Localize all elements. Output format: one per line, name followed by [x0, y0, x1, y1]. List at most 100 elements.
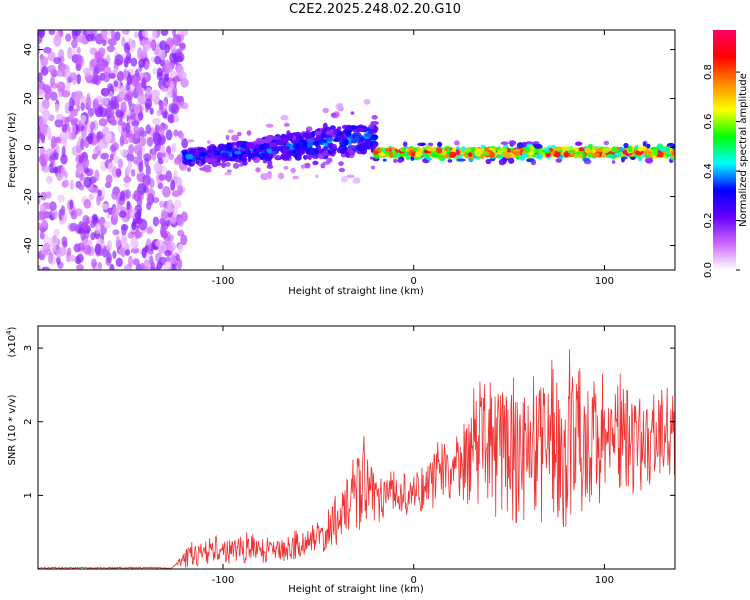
- spectrogram-cell: [154, 55, 161, 65]
- spectrogram-cell: [147, 192, 153, 202]
- spectrogram-cell: [107, 132, 112, 140]
- spectrogram-cell: [318, 139, 324, 143]
- spectrogram-cell: [348, 145, 356, 149]
- spectrogram-cell: [330, 130, 335, 138]
- spectrogram-cell: [558, 149, 563, 153]
- spectrogram-cell: [115, 257, 123, 267]
- spectrogram-cell: [47, 51, 56, 62]
- spectrogram-cell: [304, 154, 313, 159]
- spectrogram-cell: [285, 133, 294, 140]
- spectrogram-cell: [225, 161, 231, 167]
- spectrogram-cell: [166, 219, 171, 227]
- spectrogram-cell: [170, 179, 176, 191]
- snr-x-label: Height of straight line (km): [288, 584, 424, 595]
- spectrogram-cell: [287, 151, 294, 156]
- spectrogram-cell: [582, 157, 590, 162]
- spectrogram-cell: [76, 46, 81, 54]
- spectrogram-cell: [500, 141, 509, 145]
- spectrogram-cell: [188, 149, 196, 154]
- spectrogram-cell: [295, 143, 301, 150]
- spectrogram-cell: [130, 247, 140, 254]
- spectrogram-cell: [645, 157, 654, 164]
- spectrogram-cell: [105, 243, 113, 251]
- spectrogram-cell: [90, 220, 96, 228]
- spectrogram-cell: [264, 143, 270, 149]
- spectrogram-cell: [165, 129, 173, 141]
- spectrogram-cell: [94, 243, 102, 255]
- spectrogram-cell: [164, 261, 172, 270]
- spectrogram-cell: [103, 221, 112, 229]
- spectrogram-cell: [426, 157, 433, 161]
- chart-title: C2E2.2025.248.02.20.G10: [288, 2, 462, 17]
- spectrogram-cell: [41, 65, 49, 76]
- spectrogram-cell: [346, 174, 355, 179]
- spectrogram-cell: [208, 157, 217, 164]
- spectrogram-cell: [131, 221, 137, 231]
- spectrogram-cell: [115, 235, 120, 248]
- spectrogram-cell: [353, 136, 360, 142]
- spectrogram-cell: [74, 54, 83, 66]
- spectrogram-cell: [57, 194, 65, 203]
- spectrogram-cell: [164, 73, 169, 82]
- spectrogram-cell: [87, 239, 93, 246]
- spectrogram-cell: [69, 72, 78, 81]
- spectrogram-cell: [325, 130, 332, 135]
- spectrogram-cell: [405, 156, 411, 160]
- spectrogram-cell: [146, 227, 154, 235]
- spectrogram-cell: [138, 59, 146, 68]
- spectrogram-cell: [216, 161, 222, 166]
- spectrogram-cell: [595, 148, 603, 153]
- spectrogram-cell: [364, 133, 373, 138]
- spectrogram-cell: [404, 151, 409, 156]
- spectrogram-cell: [123, 68, 129, 79]
- spectrogram-panel: -100 0 100 -40 -20 0 20 40 Height of straight …: [7, 29, 676, 297]
- snr-series-line: [38, 349, 675, 569]
- spectrogram-cell: [113, 80, 118, 88]
- spectrogram-cell: [80, 115, 87, 123]
- spectrogram-cell: [304, 162, 311, 169]
- spectrogram-cell: [373, 144, 378, 148]
- spectrogram-cell: [120, 101, 127, 113]
- spectrogram-cell: [563, 150, 569, 158]
- spectrogram-cell: [384, 147, 390, 152]
- spectrogram-cell: [614, 152, 622, 157]
- spectrogram-cell: [488, 151, 496, 158]
- spectrogram-cell: [60, 153, 68, 165]
- spectrogram-cell: [52, 166, 59, 174]
- spectrogram-cell: [206, 149, 213, 154]
- spectrogram-cell: [365, 145, 373, 150]
- spectrogram-cell: [273, 136, 280, 141]
- y-tick-label: 40: [23, 43, 34, 56]
- spectrogram-cell: [152, 118, 160, 125]
- spectrogram-cell: [177, 243, 184, 254]
- spectrogram-cell: [111, 207, 120, 219]
- spectrogram-cell: [90, 232, 96, 241]
- spectrogram-cell: [263, 154, 270, 158]
- spectrogram-cell: [97, 61, 106, 72]
- spectrogram-cell: [44, 202, 51, 211]
- spectrogram-cell: [236, 140, 244, 145]
- spectrogram-cell: [61, 236, 68, 247]
- spectrogram-y-label: Frequency (Hz): [7, 112, 18, 188]
- spectrogram-cell: [41, 165, 51, 173]
- spectrogram-cell: [207, 152, 213, 156]
- x-tick-label: -100: [212, 276, 235, 287]
- spectrogram-cell: [96, 140, 104, 151]
- spectrogram-cell: [266, 164, 274, 169]
- spectrogram-cell: [145, 164, 151, 177]
- spectrogram-cell: [86, 33, 94, 42]
- spectrogram-cell: [302, 140, 308, 147]
- spectrogram-cell: [575, 151, 584, 155]
- spectrogram-cell: [64, 170, 68, 179]
- spectrogram-cell: [151, 89, 160, 98]
- spectrogram-cell: [326, 142, 333, 147]
- spectrogram-cell: [106, 252, 112, 264]
- x-tick-label: -100: [212, 575, 235, 586]
- spectrogram-cell: [100, 152, 109, 160]
- spectrogram-cell: [86, 92, 91, 104]
- spectrogram-cell: [69, 96, 75, 109]
- spectrogram-cell: [190, 161, 197, 165]
- spectrogram-cell: [167, 113, 175, 124]
- spectrogram-cell: [161, 165, 167, 173]
- spectrogram-cell: [321, 128, 328, 133]
